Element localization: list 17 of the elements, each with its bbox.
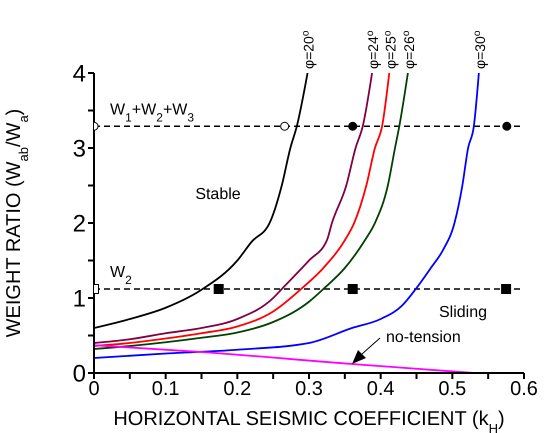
x-tick-label: 0.4 — [366, 378, 395, 400]
ref-line-label: W$_{2}$ — [110, 264, 132, 287]
y-tick-label: 1 — [72, 286, 86, 313]
y-tick-label: 4 — [72, 60, 86, 88]
annotation: Sliding — [438, 304, 488, 322]
x-tick-label: 0.5 — [438, 378, 466, 400]
x-tick-label: 0 — [88, 378, 100, 400]
annotation: no-tension — [386, 329, 461, 346]
annotation: Stable — [195, 186, 241, 204]
x-axis-title: HORIZONTAL SEISMIC COEFFICIENT (k$_{H}$) — [113, 408, 505, 433]
x-tick-label: 0.2 — [223, 378, 252, 400]
x-tick-label: 0.3 — [295, 378, 323, 400]
y-tick-label: 3 — [72, 136, 86, 163]
y-tick-label: 2 — [72, 210, 86, 238]
ref-line-label: W$_{1}$+W$_{2}$+W$_{3}$ — [110, 101, 194, 124]
x-tick-label: 0.6 — [510, 378, 538, 400]
x-tick-label: 0.1 — [152, 378, 180, 400]
